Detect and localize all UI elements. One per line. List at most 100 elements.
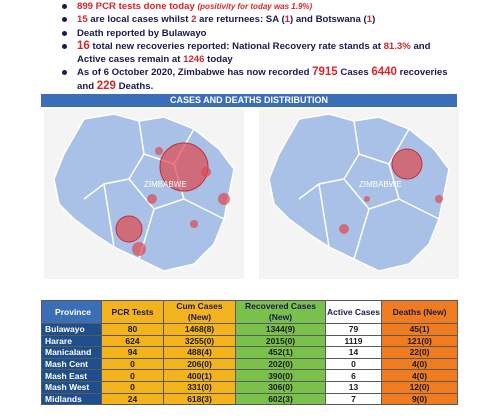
table-cell: 602(3) (235, 392, 326, 406)
bullet-text: 7915 (312, 66, 338, 79)
table-cell: 202(0) (235, 357, 326, 371)
bullet-dot-icon (62, 70, 67, 76)
bubble-manicaland (218, 193, 230, 205)
bullet-text: As of 6 October 2020, Zimbabwe has now r… (77, 67, 313, 79)
table-cell: 9(0) (381, 392, 458, 406)
table-cell: 400(1) (163, 369, 236, 382)
table-row: Mash Cent 0 206(0) 202(0) 0 4(0) (41, 357, 458, 371)
table-cell: 79 (325, 323, 382, 336)
table-row: Mash East 0 400(1) 390(0) 6 4(0) (41, 369, 458, 382)
death-bubble-manicaland (435, 195, 443, 203)
deaths-map-svg: ZIMBABWE (268, 113, 450, 272)
bullet-text: total new recoveries reported: National … (89, 40, 384, 52)
table-row: Manicaland 94 488(4) 452(1) 14 22(0) (41, 346, 458, 359)
cases-map-svg: ZIMBABWE (53, 113, 235, 272)
bullet-text: are local cases whilst (87, 14, 192, 26)
table-cell: 452(1) (235, 346, 326, 359)
table-cell: 618(3) (163, 392, 236, 406)
table-row: Bulawayo 80 1468(8) 1344(9) 79 45(1) (41, 323, 458, 336)
cases-map: ZIMBABWE (44, 109, 244, 279)
table-cell: 3255(0) (163, 334, 236, 348)
table-header-row: Province PCR Tests Cum Cases (New) Recovere… (41, 300, 458, 324)
bullet-text: ) (372, 14, 376, 26)
table-cell: 488(4) (163, 346, 236, 359)
table-cell: 14 (325, 346, 382, 359)
table-cell: 4(0) (381, 357, 458, 371)
death-bubble-bulawayo (339, 224, 349, 234)
table-cell: 4(0) (381, 369, 458, 382)
table-cell: 12(0) (381, 380, 458, 394)
deaths-map: ZIMBABWE (259, 109, 459, 279)
bullet-item: As of 6 October 2020, Zimbabwe has now r… (41, 66, 457, 79)
table-cell: Mash West (41, 380, 102, 394)
bubble-midlands (147, 194, 157, 204)
bullet-item: Death reported by Bulawayo (41, 27, 457, 40)
bullet-text: 1 (366, 14, 373, 26)
bullet-dot-icon (62, 43, 67, 49)
table-cell: Mash East (41, 369, 102, 382)
table-row: Midlands 24 618(3) 602(3) 7 9(0) (41, 392, 458, 406)
bullet-text: 16 (77, 39, 90, 52)
bullet-text: and (410, 40, 431, 52)
bullet-text: are returnees: SA ( (196, 14, 285, 26)
bullet-text: 229 (96, 79, 116, 92)
bubble-matabeleland-south (132, 242, 146, 256)
bullet-dot-icon (62, 4, 67, 9)
table-body: Bulawayo 80 1468(8) 1344(9) 79 45(1) Harare 624… (41, 323, 458, 406)
bullet-dot-icon (62, 30, 67, 36)
table-cell: 206(0) (163, 357, 236, 371)
table-cell: 6 (325, 369, 382, 382)
table-cell: 0 (101, 357, 164, 371)
province-stats-table: Province PCR Tests Cum Cases (New) Recovere… (41, 300, 458, 406)
table-cell: 121(0) (381, 334, 458, 348)
table-cell: 1344(9) (235, 323, 326, 336)
column-header: Cum Cases (New) (163, 300, 236, 324)
table-cell: 331(0) (163, 380, 236, 394)
table-cell: 390(0) (235, 369, 326, 382)
bullet-text: recoveries (396, 67, 448, 79)
table-cell: Midlands (41, 392, 102, 406)
table-cell: 624 (101, 334, 164, 348)
bullet-text: Active cases remain at (77, 54, 184, 66)
table-cell: 94 (101, 346, 164, 359)
column-header: Active Cases (325, 300, 382, 324)
column-header: Recovered Cases (New) (235, 300, 326, 324)
table-cell: 0 (101, 369, 164, 382)
province-borders (298, 120, 440, 260)
bullet-text: 2 (191, 14, 197, 26)
table-cell: Manicaland (41, 346, 102, 359)
bubble-harare (159, 142, 209, 192)
bullet-text: ) and Botswana ( (289, 14, 367, 26)
column-header: PCR Tests (101, 300, 164, 324)
bullet-text: Deaths. (115, 80, 154, 92)
bullet-text: 81.3% (383, 40, 411, 52)
bullet-list: 899 PCR tests done today (positivity for… (41, 0, 457, 93)
table-cell: 7 (325, 392, 382, 406)
death-bubble-harare (391, 148, 423, 180)
table-row: Harare 624 3255(0) 2015(0) 1119 121(0) (41, 334, 458, 348)
bullet-text: 1246 (183, 54, 205, 66)
column-header: Province (41, 300, 102, 324)
table-cell: 45(1) (381, 323, 458, 336)
bullet-item: 15 are local cases whilst 2 are returnee… (41, 13, 457, 26)
section-banner: CASES AND DEATHS DISTRIBUTION (41, 94, 457, 107)
bubble-masvingo (190, 220, 198, 228)
table-cell: 0 (325, 357, 382, 371)
death-bubble-midlands (364, 196, 370, 202)
table-cell: 2015(0) (235, 334, 326, 348)
bullet-text: and (77, 80, 97, 92)
table-cell: 80 (101, 323, 164, 336)
bubble-mash-west (155, 147, 163, 155)
zimbabwe-outline (268, 113, 450, 272)
table-cell: 24 (101, 392, 164, 406)
bullet-dot-icon (62, 17, 67, 23)
table-cell: 306(0) (235, 380, 326, 394)
bullet-item: 899 PCR tests done today (positivity for… (41, 0, 457, 13)
table-cell: Bulawayo (41, 323, 102, 336)
table-cell: 1119 (325, 334, 382, 348)
table-cell: 1468(8) (163, 323, 236, 336)
bullet-text: Cases (337, 67, 372, 79)
bullet-text: Death reported by Bulawayo (77, 27, 207, 39)
summary-bullets: 899 PCR tests done today (positivity for… (41, 0, 457, 93)
